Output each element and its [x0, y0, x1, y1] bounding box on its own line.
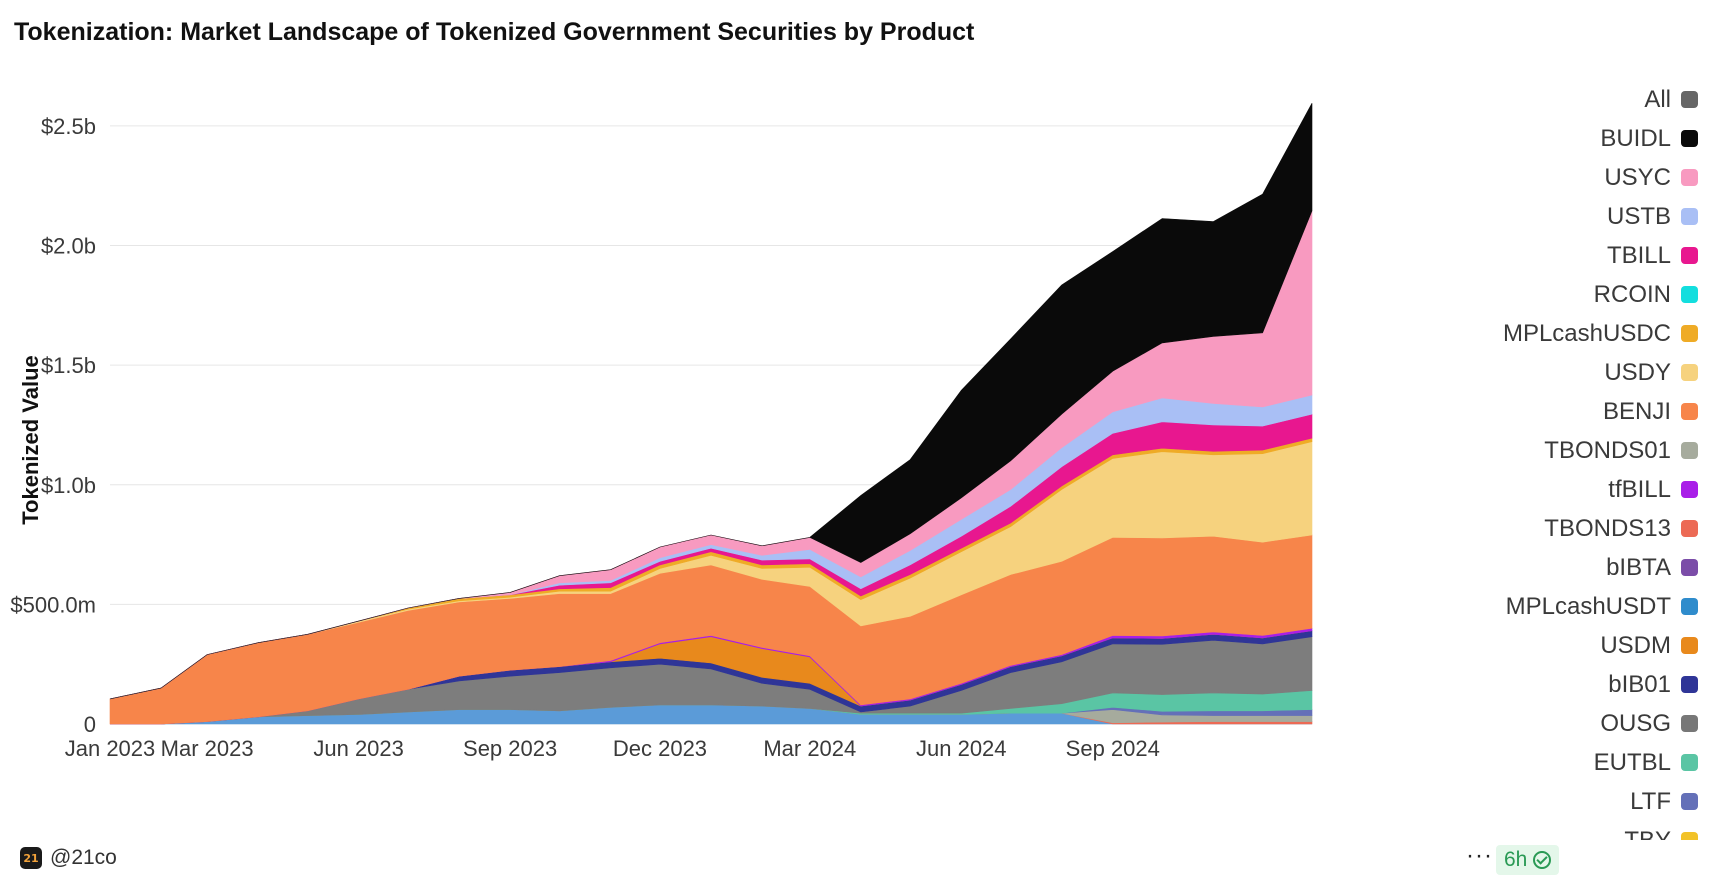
legend-item-ousg[interactable]: OUSG — [1338, 704, 1698, 743]
x-tick-label: Jun 2023 — [313, 736, 404, 761]
legend-swatch — [1681, 169, 1698, 186]
y-tick-label: $2.0b — [41, 234, 96, 259]
y-tick-label: $2.5b — [41, 114, 96, 139]
refresh-status-badge[interactable]: 6h — [1496, 845, 1560, 875]
legend-label: TBONDS13 — [1544, 514, 1671, 542]
x-tick-label: Jan 2023 — [65, 736, 156, 761]
legend-item-usyc[interactable]: USYC — [1338, 158, 1698, 197]
legend-swatch — [1681, 91, 1698, 108]
legend-swatch — [1681, 442, 1698, 459]
x-tick-label: Dec 2023 — [613, 736, 707, 761]
legend-swatch — [1681, 247, 1698, 264]
brand-handle: @21co — [50, 846, 117, 869]
legend-item-ltf[interactable]: LTF — [1338, 782, 1698, 821]
legend-swatch — [1681, 676, 1698, 693]
legend-swatch — [1681, 754, 1698, 771]
legend-label: tfBILL — [1608, 475, 1671, 503]
x-tick-label: Jun 2024 — [916, 736, 1007, 761]
legend-swatch — [1681, 832, 1698, 840]
legend-swatch — [1681, 520, 1698, 537]
legend-item-bibta[interactable]: bIBTA — [1338, 548, 1698, 587]
legend-label: BENJI — [1602, 397, 1671, 425]
legend-item-mplcashusdc[interactable]: MPLcashUSDC — [1338, 314, 1698, 353]
brand[interactable]: 21 @21co — [20, 846, 117, 870]
legend-item-buidl[interactable]: BUIDL — [1338, 119, 1698, 158]
y-tick-label: $500.0m — [10, 592, 96, 617]
legend-item-tbonds13[interactable]: TBONDS13 — [1338, 509, 1698, 548]
legend-item-usdm[interactable]: USDM — [1338, 626, 1698, 665]
y-axis-ticks: 0 $500.0m $1.0b $1.5b $2.0b $2.5b — [10, 114, 96, 737]
x-axis-ticks: Jan 2023 Mar 2023 Jun 2023 Sep 2023 Dec 2023… — [65, 736, 1160, 761]
check-circle-icon — [1533, 851, 1552, 869]
legend-label: TBY — [1624, 826, 1671, 841]
legend-swatch — [1681, 403, 1698, 420]
series-area-buidl — [109, 103, 1313, 700]
legend-swatch — [1681, 715, 1698, 732]
legend-item-tbill[interactable]: TBILL — [1338, 236, 1698, 275]
legend-item-tbonds01[interactable]: TBONDS01 — [1338, 431, 1698, 470]
legend-label: TBILL — [1606, 241, 1671, 269]
x-tick-label: Sep 2024 — [1066, 736, 1160, 761]
legend-swatch — [1681, 793, 1698, 810]
legend-swatch — [1681, 130, 1698, 147]
legend-label: bIBTA — [1606, 553, 1671, 581]
stacked-areas — [109, 103, 1313, 725]
legend-item-ustb[interactable]: USTB — [1338, 197, 1698, 236]
legend-swatch — [1681, 559, 1698, 576]
legend-label: RCOIN — [1593, 280, 1671, 308]
legend-label: USDY — [1604, 358, 1671, 386]
y-tick-label: $1.5b — [41, 353, 96, 378]
legend-label: TBONDS01 — [1544, 436, 1671, 464]
x-tick-label: Mar 2024 — [763, 736, 856, 761]
legend-label: USDM — [1600, 631, 1671, 659]
legend: All BUIDL USYC USTB TBILL RCOIN MPLcashUSDC USD… — [1338, 80, 1698, 840]
y-tick-label: $1.0b — [41, 473, 96, 498]
x-tick-label: Mar 2023 — [161, 736, 254, 761]
y-tick-label: 0 — [84, 712, 96, 737]
legend-swatch — [1681, 364, 1698, 381]
more-options-button[interactable]: ··· — [1466, 842, 1493, 869]
legend-swatch — [1681, 637, 1698, 654]
legend-item-tby[interactable]: TBY — [1338, 821, 1698, 840]
legend-swatch — [1681, 208, 1698, 225]
legend-swatch — [1681, 598, 1698, 615]
legend-item-bib01[interactable]: bIB01 — [1338, 665, 1698, 704]
legend-item-usdy[interactable]: USDY — [1338, 353, 1698, 392]
legend-label: USTB — [1606, 202, 1671, 230]
legend-swatch — [1681, 481, 1698, 498]
legend-item-rcoin[interactable]: RCOIN — [1338, 275, 1698, 314]
legend-label: USYC — [1604, 163, 1671, 191]
legend-label: All — [1644, 85, 1671, 113]
legend-label: LTF — [1630, 787, 1671, 815]
legend-label: BUIDL — [1600, 124, 1671, 152]
legend-swatch — [1681, 286, 1698, 303]
legend-label: MPLcashUSDC — [1502, 319, 1671, 347]
legend-label: EUTBL — [1593, 748, 1671, 776]
y-axis-title: Tokenized Value — [18, 355, 43, 525]
legend-label: MPLcashUSDT — [1505, 592, 1671, 620]
legend-item-benji[interactable]: BENJI — [1338, 392, 1698, 431]
refresh-interval: 6h — [1504, 848, 1528, 871]
legend-item-tfbill[interactable]: tfBILL — [1338, 470, 1698, 509]
chart-title: Tokenization: Market Landscape of Tokeni… — [14, 18, 975, 46]
legend-label: OUSG — [1600, 709, 1671, 737]
legend-swatch — [1681, 325, 1698, 342]
legend-item-all[interactable]: All — [1338, 80, 1698, 119]
x-tick-label: Sep 2023 — [463, 736, 557, 761]
legend-label: bIB01 — [1608, 670, 1671, 698]
legend-item-eutbl[interactable]: EUTBL — [1338, 743, 1698, 782]
logo-icon: 21 — [20, 847, 42, 869]
legend-item-mplcashusdt[interactable]: MPLcashUSDT — [1338, 587, 1698, 626]
